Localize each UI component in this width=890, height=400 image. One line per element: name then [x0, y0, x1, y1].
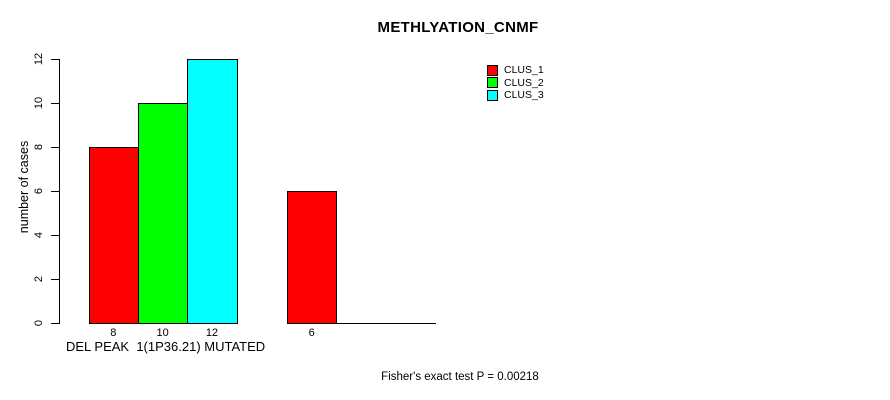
y-tick [51, 235, 59, 236]
bar-clus_1 [287, 191, 337, 324]
bar-value-label: 6 [308, 327, 315, 339]
legend-item: CLUS_3 [487, 89, 544, 102]
bar-clus_2 [138, 103, 188, 324]
y-tick [51, 323, 59, 324]
y-tick-label: 2 [33, 275, 45, 283]
y-tick-label: 4 [33, 231, 45, 239]
y-tick-label: 12 [33, 52, 45, 66]
legend: CLUS_1 CLUS_2 CLUS_3 [487, 64, 544, 102]
bar-value-label: 12 [205, 327, 219, 339]
bar-clus_1 [89, 147, 139, 324]
legend-swatch-clus_3 [487, 89, 498, 101]
y-tick [51, 279, 59, 280]
legend-swatch-clus_2 [487, 77, 498, 89]
y-tick [51, 191, 59, 192]
y-axis-line [59, 59, 60, 324]
bar-value-label: 10 [156, 327, 169, 339]
legend-item: CLUS_2 [487, 77, 544, 90]
y-tick-label: 10 [33, 96, 45, 110]
y-tick [51, 59, 59, 60]
zero-bar-clus_2 [336, 323, 387, 324]
y-tick-label: 8 [33, 143, 45, 151]
y-tick-label: 6 [33, 187, 45, 195]
bar-clus_3 [187, 59, 238, 324]
y-tick [51, 103, 59, 104]
legend-swatch-clus_1 [487, 64, 498, 76]
legend-label: CLUS_3 [504, 89, 544, 101]
bar-value-label: 8 [110, 327, 117, 339]
y-tick-label: 0 [33, 319, 45, 327]
x-axis-label: DEL PEAK 1(1P36.21) MUTATED [66, 339, 266, 354]
legend-label: CLUS_2 [504, 76, 544, 89]
zero-bar-clus_3 [386, 323, 436, 324]
y-tick [51, 147, 59, 148]
legend-item: CLUS_1 [487, 64, 544, 77]
chart-title: METHLYATION_CNMF [377, 19, 539, 36]
legend-label: CLUS_1 [504, 64, 544, 76]
pvalue-annotation: Fisher's exact test P = 0.00218 [381, 371, 539, 383]
